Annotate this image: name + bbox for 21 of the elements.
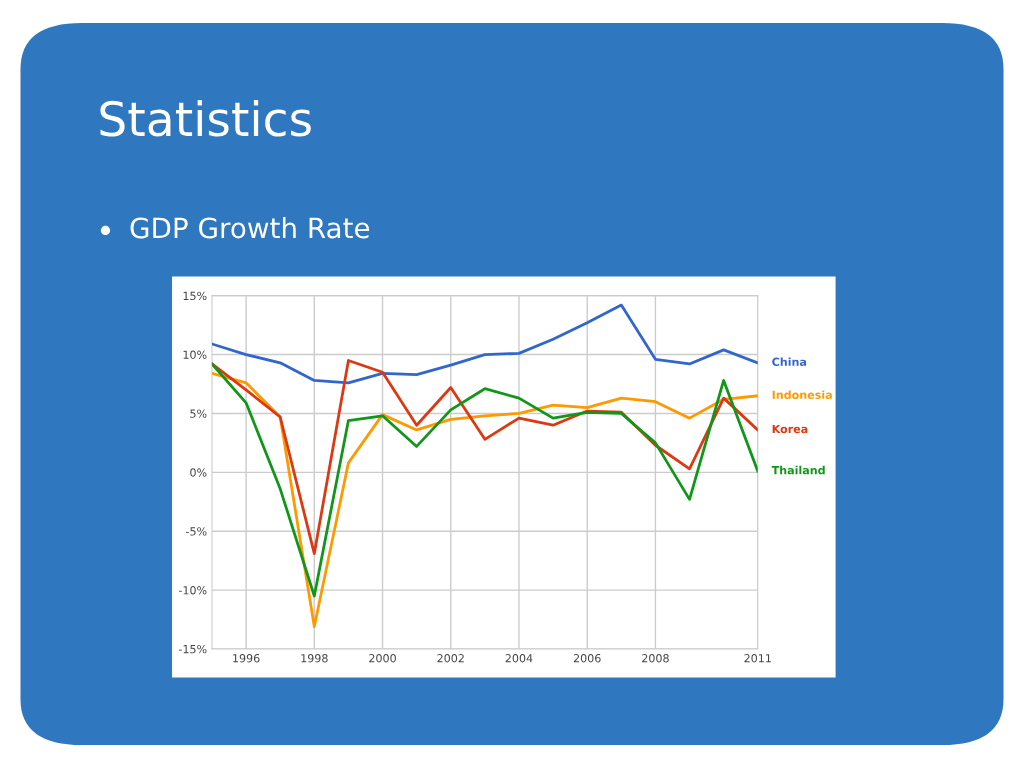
x-tick-label: 2002 bbox=[437, 654, 464, 663]
y-tick-label: 5% bbox=[190, 409, 207, 418]
x-tick-label: 2008 bbox=[642, 654, 669, 663]
x-tick-label: 2000 bbox=[369, 654, 396, 663]
y-tick-label: 15% bbox=[183, 291, 207, 301]
x-tick-label: 2011 bbox=[744, 654, 771, 663]
series-label: Korea bbox=[772, 424, 808, 434]
series-label: China bbox=[772, 357, 807, 367]
x-tick-label: 2006 bbox=[573, 654, 601, 663]
series-label: Thailand bbox=[771, 465, 825, 475]
y-tick-label: -5% bbox=[186, 527, 207, 536]
x-tick-label: 1996 bbox=[233, 654, 260, 663]
chart-title: Statistics bbox=[100, 100, 311, 137]
y-tick-label: 10% bbox=[183, 350, 207, 359]
series-label: Indonesia bbox=[772, 390, 832, 399]
y-tick-label: -10% bbox=[178, 586, 207, 595]
y-tick-label: 0% bbox=[190, 468, 207, 477]
x-tick-label: 2004 bbox=[505, 654, 533, 663]
x-tick-label: 1998 bbox=[301, 654, 328, 663]
chart-subtitle: GDP Growth Rate bbox=[130, 216, 370, 239]
y-tick-label: -15% bbox=[178, 644, 207, 654]
